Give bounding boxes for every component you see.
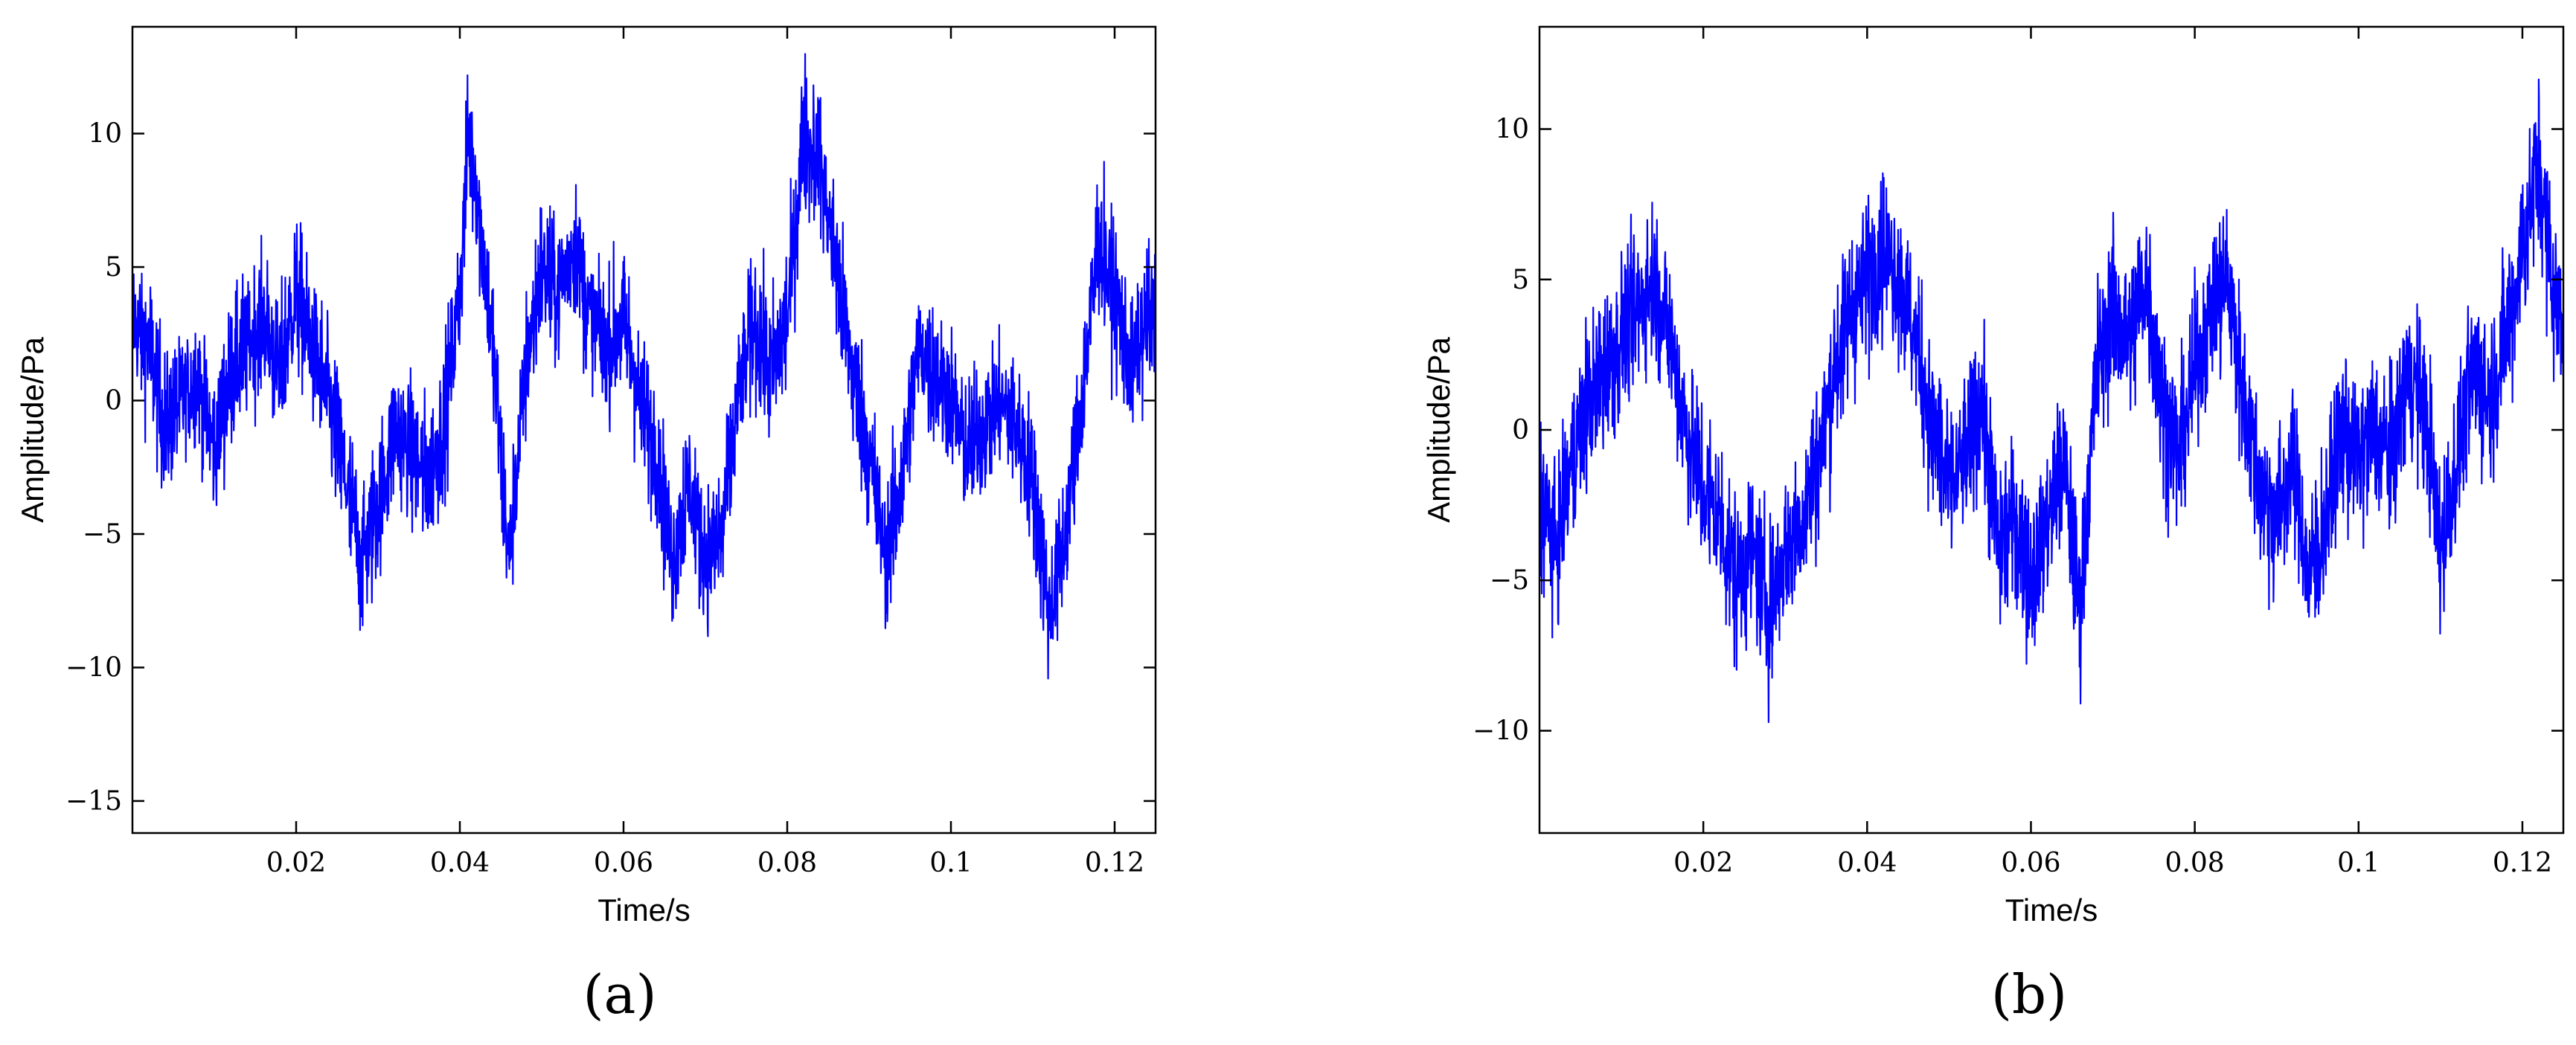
- x-tick-label: 0.1: [929, 848, 972, 878]
- y-tick-label: 0: [1512, 415, 1529, 446]
- panel-label: (a): [583, 963, 656, 1026]
- signal-series-line: [132, 53, 1156, 680]
- y-tick-label: −5: [1490, 565, 1529, 596]
- x-tick-label: 0.04: [1837, 848, 1897, 878]
- y-tick-label: −10: [1473, 716, 1529, 746]
- chart-panel-a: 0.02 0.04 0.06 0.08 0.1 0.12 −15 −10 −5 0 5 10 Time/…: [15, 25, 1157, 1026]
- x-axis-title: Time/s: [597, 893, 690, 927]
- x-tick-label: 0.02: [266, 848, 326, 878]
- y-tick-label: 5: [1512, 265, 1529, 295]
- x-tick-label: 0.08: [757, 848, 817, 878]
- x-tick-label: 0.02: [1673, 848, 1733, 878]
- y-tick-label: 0: [105, 386, 122, 417]
- x-tick-label: 0.08: [2165, 848, 2225, 878]
- y-tick-label: −10: [65, 652, 122, 683]
- x-tick-label: 0.12: [2493, 848, 2552, 878]
- chart-panel-b: 0.02 0.04 0.06 0.08 0.1 0.12 −10 −5 0 5 10 Time/s Am…: [1421, 25, 2565, 1026]
- signal-series-line: [1539, 78, 2563, 724]
- y-tick-label: −15: [65, 786, 122, 817]
- y-tick-label: 5: [105, 252, 122, 283]
- plot-frame: [131, 25, 1157, 835]
- y-tick-label: 10: [1495, 115, 1529, 145]
- y-tick-label: 10: [88, 119, 122, 149]
- x-tick-label: 0.12: [1085, 848, 1144, 878]
- x-tick-label: 0.1: [2337, 848, 2380, 878]
- y-axis-title: Amplitude/Pa: [15, 336, 50, 522]
- x-tick-label: 0.06: [594, 848, 653, 878]
- x-tick-label: 0.04: [430, 848, 490, 878]
- y-tick-label: −5: [83, 519, 122, 550]
- panel-label: (b): [1991, 963, 2067, 1026]
- x-tick-label: 0.06: [2001, 848, 2060, 878]
- y-axis-title: Amplitude/Pa: [1421, 336, 1456, 522]
- x-axis-title: Time/s: [2005, 893, 2098, 927]
